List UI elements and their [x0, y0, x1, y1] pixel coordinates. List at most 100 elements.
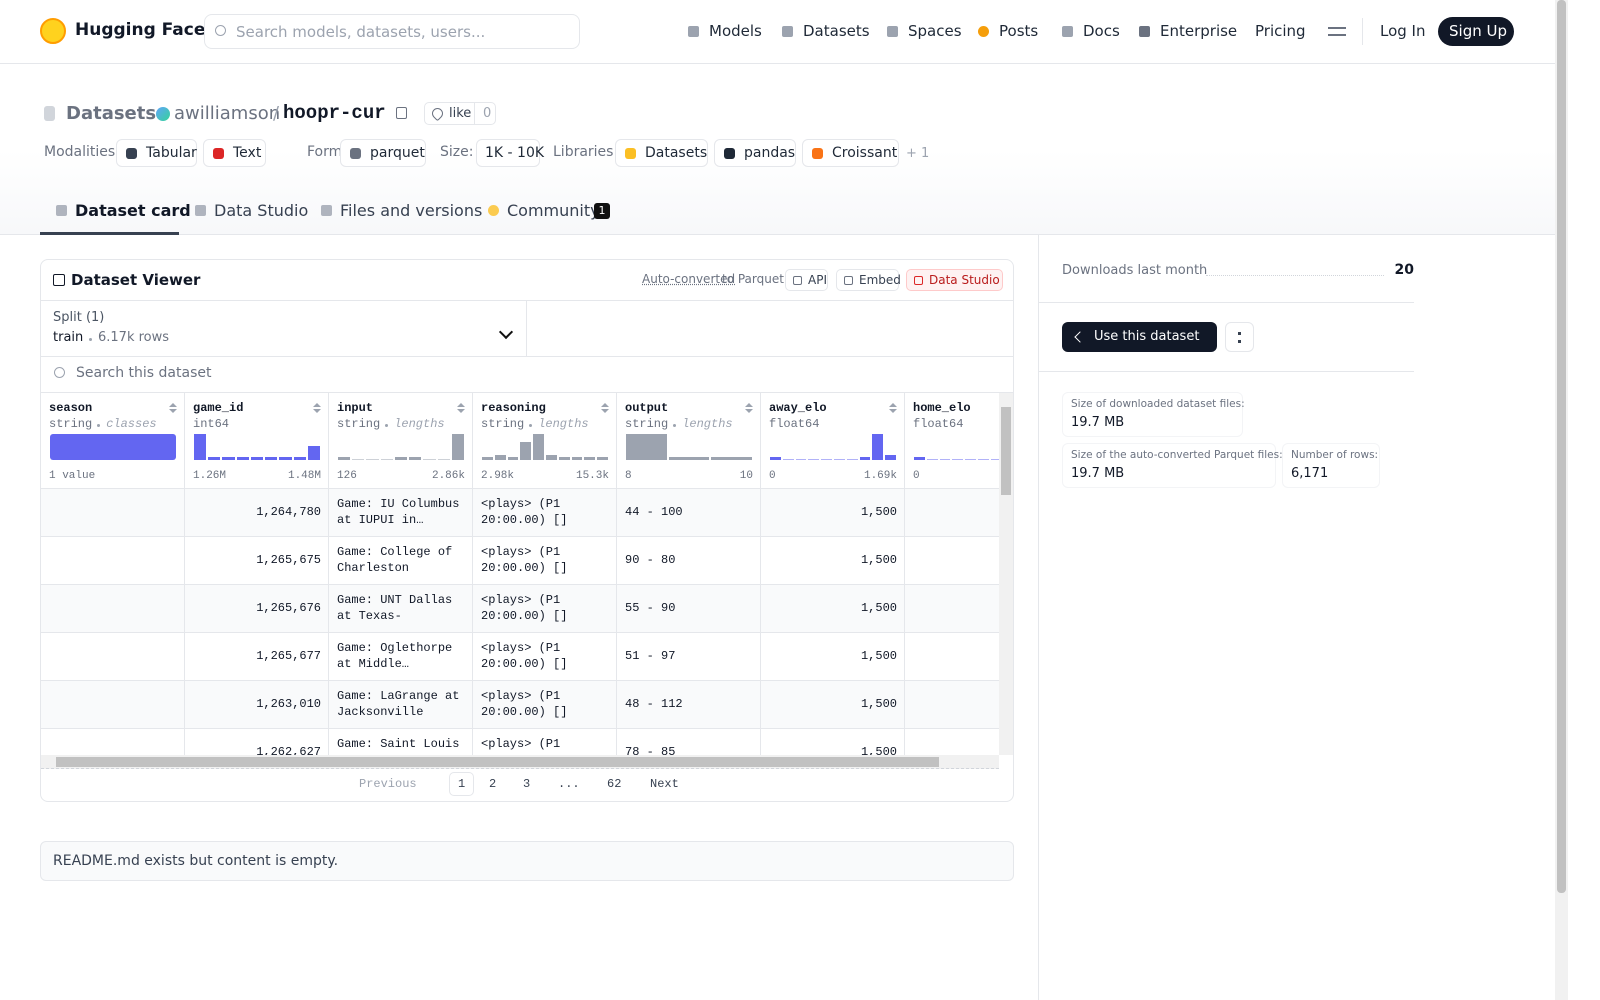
nav-link[interactable]: Models — [709, 22, 762, 40]
dataset-search[interactable]: Search this dataset — [76, 365, 212, 381]
search-box[interactable]: Search models, datasets, users... — [204, 14, 580, 49]
use-dataset-button[interactable]: Use this dataset — [1062, 322, 1217, 352]
histogram-bar — [451, 434, 464, 460]
column-type: string — [49, 417, 93, 431]
page-link[interactable]: 2 — [489, 777, 497, 791]
dataset-name[interactable]: hoopr-cur — [283, 102, 386, 124]
nav-link[interactable]: Posts — [999, 22, 1039, 40]
table: season string classes 1 value game_id int64 1.… — [41, 393, 999, 755]
tag[interactable]: parquet — [340, 139, 426, 167]
sort-icon — [313, 409, 321, 413]
viewer-icon — [53, 274, 65, 286]
tag[interactable]: Croissant — [802, 139, 899, 167]
tag[interactable]: Datasets — [615, 139, 708, 167]
login[interactable]: Log In — [1380, 22, 1426, 40]
split-label: Split (1) — [53, 310, 105, 325]
table-cell: 1,500 — [860, 697, 897, 711]
tag-label: pandas — [744, 145, 796, 161]
tab[interactable]: Data Studio — [214, 201, 309, 220]
histogram-bar — [834, 459, 845, 460]
tag[interactable]: Tabular — [116, 139, 197, 167]
page-link[interactable]: ... — [558, 777, 580, 791]
page-link[interactable]: 62 — [607, 777, 622, 791]
histogram-bar — [952, 459, 964, 460]
sort-icon — [601, 409, 609, 413]
histogram-bar — [597, 457, 608, 460]
chevron — [498, 324, 514, 340]
button-icon — [844, 276, 853, 285]
page-thumb — [1557, 0, 1566, 893]
table-cell: Game: Saint Louis — [337, 737, 460, 751]
like-count: 0 — [483, 106, 492, 121]
signup[interactable]: Sign Up — [1438, 17, 1514, 46]
tag[interactable]: 1K - 10K — [476, 139, 544, 167]
table-cell: 1,500 — [860, 601, 897, 615]
tab[interactable]: Files and versions — [340, 201, 483, 220]
stat-card: Size of the auto-converted Parquet files… — [1062, 443, 1283, 488]
nav-link[interactable]: Enterprise — [1160, 22, 1238, 40]
column-max: 2.86k — [431, 470, 465, 482]
heart — [429, 105, 446, 122]
tag[interactable]: Text — [203, 139, 266, 167]
dotted-line — [1206, 275, 1384, 276]
page-link[interactable]: 3 — [523, 777, 531, 791]
histogram-bar — [626, 434, 667, 460]
like-button[interactable]: like 0 — [424, 102, 496, 125]
column-max: 1.48M — [287, 470, 321, 482]
table-cell: 1,265,677 — [256, 649, 321, 663]
tag[interactable]: pandas — [714, 139, 796, 167]
auto-converted[interactable]: Auto-converted — [642, 272, 736, 286]
nav-link[interactable]: Spaces — [908, 22, 962, 40]
page-link[interactable]: Previous — [359, 777, 417, 791]
nav-link[interactable]: Docs — [1083, 22, 1120, 40]
more-tags[interactable]: + 1 — [906, 146, 930, 161]
table-cell: 1,500 — [860, 553, 897, 567]
histogram-bar — [782, 459, 794, 460]
histogram-bar — [668, 457, 710, 460]
search-border — [41, 356, 1013, 357]
column-border — [904, 393, 905, 755]
stat-card: Size of downloaded dataset files: 19.7 MB — [1062, 392, 1245, 437]
brand[interactable]: Hugging Face — [75, 20, 206, 40]
nav-link[interactable]: Pricing — [1255, 22, 1306, 40]
histogram-bar — [546, 454, 557, 460]
histogram-bar — [978, 459, 989, 460]
table-cell: <plays> (P1 20:00.00) [] Star… — [481, 593, 568, 623]
more-button[interactable] — [1225, 322, 1254, 352]
tag-icon — [213, 148, 224, 159]
sort-icon — [169, 403, 177, 407]
search-placeholder: Search models, datasets, users... — [236, 23, 486, 41]
tab[interactable]: Dataset card — [75, 201, 191, 220]
tag-label: Datasets — [645, 145, 708, 161]
histogram-bar — [50, 434, 176, 460]
column-border — [760, 393, 761, 755]
split-select[interactable]: Split (1) train 6.17k rows — [41, 301, 527, 356]
sort-icon — [457, 403, 465, 407]
tab[interactable]: Community — [507, 201, 600, 220]
table-cell: 1,265,675 — [256, 553, 321, 567]
histogram-bar — [821, 459, 832, 460]
column-max: 1.69k — [863, 470, 897, 482]
nav-link[interactable]: Datasets — [803, 22, 870, 40]
histogram-bar — [885, 454, 896, 460]
stat-label: Size of downloaded dataset files: — [1071, 398, 1245, 410]
table-cell: 1,500 — [860, 649, 897, 663]
table-cell: 1,500 — [860, 745, 897, 755]
avatar — [156, 107, 170, 121]
sort-icon — [601, 403, 609, 407]
table-cell: Game: College of Charleston Cougar… — [337, 545, 453, 575]
column-border — [328, 393, 329, 755]
viewer-button[interactable]: Embed — [836, 269, 901, 291]
sort-icon — [745, 409, 753, 413]
viewer-button[interactable]: API — [785, 269, 828, 291]
readme-text: README.md exists but content is empty. — [53, 853, 339, 869]
tab-underline — [40, 232, 179, 235]
viewer-button[interactable]: Data Studio — [906, 269, 1003, 291]
page-link[interactable]: Next — [650, 777, 679, 791]
column-name: away_elo — [769, 401, 827, 415]
page-link[interactable]: 1 — [449, 772, 475, 796]
histogram-bar — [423, 459, 436, 460]
owner[interactable]: awilliamson — [174, 103, 281, 124]
table-cell: 55 - 90 — [625, 601, 676, 615]
column-name: output — [625, 401, 669, 415]
